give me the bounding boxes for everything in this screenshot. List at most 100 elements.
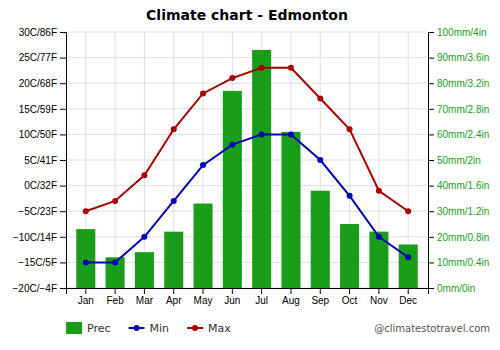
tick: 10C/50F	[19, 129, 66, 140]
bar	[369, 232, 388, 288]
tick: −15C/5F	[18, 257, 66, 268]
legend: PrecMinMax	[66, 322, 231, 335]
bar	[194, 204, 213, 288]
tick-mark	[428, 211, 434, 212]
bar	[311, 191, 330, 288]
tick-mark	[115, 288, 116, 294]
tick: 10mm/0.4in	[428, 257, 489, 268]
tick-mark	[60, 58, 66, 59]
tick-mark	[261, 288, 262, 294]
tick-label: Feb	[106, 295, 124, 306]
tick-mark	[173, 288, 174, 294]
grid-line-y	[66, 134, 428, 135]
annotation: @climatestotravel.com	[374, 323, 490, 334]
bar	[223, 91, 242, 288]
tick: Mar	[136, 288, 154, 306]
x-axis: JanFebMarAprMayJunJulAugSepOctNovDec	[67, 288, 429, 306]
tick-mark	[428, 160, 434, 161]
marker	[171, 126, 177, 132]
grid-line-y	[66, 160, 428, 161]
marker	[376, 234, 382, 240]
tick-label: Apr	[166, 295, 182, 306]
tick-label: 25C/77F	[19, 52, 57, 63]
tick-mark	[232, 288, 233, 294]
tick: 20mm/0.8in	[428, 232, 489, 243]
tick: 70mm/2.8in	[428, 104, 489, 115]
tick-mark	[60, 211, 66, 212]
title: Climate chart - Edmonton	[146, 7, 348, 23]
grid-line-y	[66, 108, 428, 109]
tick: Jan	[78, 288, 94, 306]
tick-label: Oct	[342, 295, 358, 306]
bar	[164, 232, 183, 288]
tick: 20C/68F	[19, 78, 66, 89]
marker	[347, 126, 353, 132]
tick: Jun	[224, 288, 240, 306]
legend-item: Prec	[66, 322, 111, 335]
tick: 30mm/1.2in	[428, 206, 489, 217]
tick-mark	[428, 109, 434, 110]
marker	[288, 65, 294, 71]
tick-label: −20C/−4F	[13, 283, 57, 294]
tick: Oct	[342, 288, 358, 306]
tick-mark	[60, 83, 66, 84]
tick-mark	[428, 134, 434, 135]
tick: Sep	[311, 288, 329, 306]
tick-label: 20mm/0.8in	[437, 232, 489, 243]
tick-mark	[428, 83, 434, 84]
axis-line	[60, 33, 67, 289]
tick-mark	[349, 288, 350, 294]
tick: Apr	[166, 288, 182, 306]
tick: 15C/59F	[19, 104, 66, 115]
tick-label: 70mm/2.8in	[437, 104, 489, 115]
bar	[135, 252, 154, 288]
marker	[200, 90, 206, 96]
tick-label: 5C/41F	[24, 155, 57, 166]
tick-label: 40mm/1.6in	[437, 180, 489, 191]
chart: JanFebMarAprMayJunJulAugSepOctNovDec−20C…	[0, 0, 500, 350]
marker	[376, 188, 382, 194]
tick-label: −5C/23F	[18, 206, 57, 217]
grid	[66, 32, 428, 288]
marker	[259, 131, 265, 137]
marker	[259, 65, 265, 71]
tick-label: 0mm/0in	[437, 283, 475, 294]
tick-label: Jun	[224, 295, 240, 306]
grid-line-y	[66, 83, 428, 84]
tick-mark	[85, 288, 86, 294]
marker	[141, 234, 147, 240]
tick-mark	[408, 288, 409, 294]
line	[86, 134, 408, 262]
tick-label: Mar	[136, 295, 154, 306]
tick-label: 90mm/3.6in	[437, 52, 489, 63]
tick-mark	[60, 237, 66, 238]
legend-label: Prec	[87, 322, 111, 335]
tick: 5C/41F	[24, 155, 66, 166]
legend-swatch	[66, 322, 82, 334]
tick-mark	[60, 288, 66, 289]
bar	[399, 244, 418, 288]
tick: Jul	[255, 288, 268, 306]
tick-label: Jul	[255, 295, 268, 306]
tick-mark	[378, 288, 379, 294]
bar	[281, 132, 300, 288]
tick: 60mm/2.4in	[428, 129, 489, 140]
axis-line	[67, 289, 429, 295]
tick: 50mm/2in	[428, 155, 481, 166]
tick-mark	[428, 237, 434, 238]
tick-label: Dec	[399, 295, 417, 306]
bar	[76, 229, 95, 288]
grid-line-y	[66, 185, 428, 186]
tick-label: 10C/50F	[19, 129, 57, 140]
tick-label: 30mm/1.2in	[437, 206, 489, 217]
line	[86, 68, 408, 211]
marker	[347, 193, 353, 199]
tick-mark	[290, 288, 291, 294]
tick: 40mm/1.6in	[428, 180, 489, 191]
marker	[288, 131, 294, 137]
grid-line-y	[66, 211, 428, 212]
tick: Dec	[399, 288, 417, 306]
tick-mark	[203, 288, 204, 294]
legend-label: Min	[150, 322, 170, 335]
tick-mark	[144, 288, 145, 294]
